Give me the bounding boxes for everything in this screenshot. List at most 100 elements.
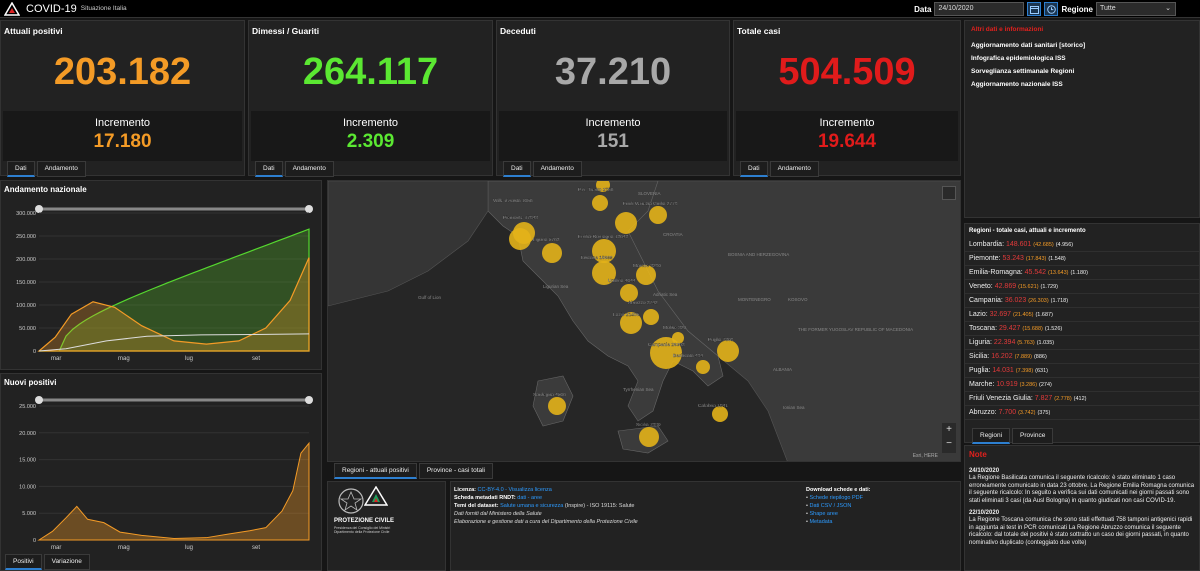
region-label: Liguria 5763 — [533, 237, 560, 243]
region-bubble — [509, 228, 531, 250]
tab-dati[interactable]: Dati — [503, 161, 531, 177]
link-aggiornamento-iss[interactable]: Aggiornamento nazionale ISS — [971, 81, 1063, 88]
calendar-icon[interactable] — [1027, 2, 1042, 16]
region-increment: (1.526) — [1044, 326, 1063, 332]
new-cases-chart[interactable]: 25.000 20.000 15.000 10.000 5.000 0 mar mag lug s… — [1, 390, 321, 558]
region-row[interactable]: Abruzzo: 7.700 (3.742) (375) — [965, 406, 1199, 420]
tab-regioni[interactable]: Regioni — [972, 428, 1011, 444]
link-infografica[interactable]: Infografica epidemiologica ISS — [971, 55, 1066, 62]
download-pdf-link[interactable]: Schede riepilogo PDF — [809, 495, 863, 501]
kpi-increment-value: 19.644 — [817, 131, 877, 152]
region-row[interactable]: Marche: 10.919 (3.286) (274) — [965, 378, 1199, 392]
region-row[interactable]: Toscana: 29.427 (15.688) (1.526) — [965, 322, 1199, 336]
region-total: 16.202 — [991, 353, 1013, 360]
kpi-increment-value: 151 — [597, 131, 629, 152]
link-dati-sanitari[interactable]: Aggiornamento dati sanitari [storico] — [971, 42, 1086, 49]
trend-title: Andamento nazionale — [4, 185, 87, 194]
region-total: 36.023 — [1004, 297, 1027, 304]
scheda-link[interactable]: dati - aree — [517, 495, 543, 501]
region-bubble — [596, 181, 610, 192]
date-input[interactable]: 24/10/2020 — [934, 2, 1025, 16]
region-label: Regione — [1061, 4, 1093, 14]
clock-icon[interactable] — [1044, 2, 1059, 16]
tab-province-totali[interactable]: Province - casi totali — [418, 463, 494, 479]
kpi-increment-label: Incremento — [342, 117, 399, 129]
region-current: (13.643) — [1048, 270, 1069, 276]
download-shape-link[interactable]: Shape aree — [809, 511, 838, 517]
licenza-link[interactable]: CC-BY-4.0 - Visualizza licenza — [477, 487, 552, 493]
date-label: Data — [914, 4, 932, 14]
tab-andamento[interactable]: Andamento — [769, 161, 819, 177]
tab-dati[interactable]: Dati — [7, 161, 35, 177]
protezione-civile-icon — [364, 486, 388, 506]
tab-variazione[interactable]: Variazione — [43, 554, 90, 570]
download-metadata-link[interactable]: Metadata — [809, 519, 833, 525]
y-tick-label: 50.000 — [19, 326, 36, 332]
region-select[interactable]: Tutte ⌄ — [1096, 2, 1176, 16]
region-name: Sicilia: — [969, 353, 990, 360]
note-text: La Regione Toscana comunica che sono sta… — [969, 517, 1193, 546]
download-csv-link[interactable]: Dati CSV / JSON — [809, 503, 852, 509]
tab-positivi[interactable]: Positivi — [5, 554, 42, 570]
y-tick-label: 100.000 — [16, 303, 36, 309]
italy-map[interactable]: P.A. Trento 2756 Friuli Venezia Giulia 27… — [328, 181, 961, 462]
links-heading: Altri dati e informazioni — [971, 26, 1044, 33]
new-cases-panel: Nuovi positivi 25.000 20.000 15.000 10.000 5… — [0, 373, 322, 571]
region-label: Puglia 7398 — [708, 337, 734, 343]
tab-andamento[interactable]: Andamento — [532, 161, 582, 177]
region-current: (7.398) — [1015, 368, 1034, 374]
y-tick-label: 0 — [33, 538, 36, 544]
tab-province[interactable]: Province — [1012, 428, 1054, 444]
kpi-increment-box: Incremento 17.180 — [3, 111, 242, 161]
tab-dati[interactable]: Dati — [255, 161, 283, 177]
geo-label: Gulf of Lion — [418, 295, 442, 300]
zoom-out-button[interactable]: − — [946, 438, 952, 449]
kpi-title: Attuali positivi — [4, 26, 63, 36]
region-name: Piemonte: — [969, 255, 1001, 262]
region-row[interactable]: Lombardia: 148.601 (42.685) (4.956) — [965, 238, 1199, 252]
tab-andamento[interactable]: Andamento — [36, 161, 86, 177]
info-panel: Licenza: CC-BY-4.0 - Visualizza licenza … — [450, 481, 961, 571]
region-label: Piemonte 17843 — [503, 215, 538, 221]
map-panel[interactable]: P.A. Trento 2756 Friuli Venezia Giulia 27… — [327, 180, 961, 462]
region-total: 29.427 — [998, 325, 1021, 332]
tab-andamento[interactable]: Andamento — [284, 161, 334, 177]
region-bubble — [649, 206, 667, 224]
region-bubble — [696, 360, 710, 374]
region-row[interactable]: Sicilia: 16.202 (7.889) (886) — [965, 350, 1199, 364]
region-select-value: Tutte — [1100, 5, 1116, 12]
tab-regioni-attuali[interactable]: Regioni - attuali positivi — [334, 463, 417, 479]
region-name: Veneto: — [969, 283, 993, 290]
y-tick-label: 10.000 — [19, 484, 36, 490]
temi-link[interactable]: Salute umana e sicurezza — [500, 503, 564, 509]
region-row[interactable]: Emilia-Romagna: 45.542 (13.643) (1.180) — [965, 266, 1199, 280]
logo-panel: PROTEZIONE CIVILE Presidenza del Consigl… — [327, 481, 446, 571]
region-row[interactable]: Veneto: 42.869 (15.621) (1.729) — [965, 280, 1199, 294]
series-attuali-positivi — [37, 257, 310, 352]
layers-icon[interactable] — [942, 186, 956, 200]
region-row[interactable]: Puglia: 14.031 (7.398) (631) — [965, 364, 1199, 378]
region-current: (7.889) — [1014, 354, 1032, 360]
link-sorveglianza[interactable]: Sorveglianza settimanale Regioni — [971, 68, 1075, 75]
region-row[interactable]: Lazio: 32.697 (21.405) (1.687) — [965, 308, 1199, 322]
region-row[interactable]: Campania: 36.023 (26.303) (1.718) — [965, 294, 1199, 308]
trend-chart[interactable]: 300.000 250.000 200.000 150.000 100.000 50.00… — [1, 199, 321, 369]
tab-dati[interactable]: Dati — [740, 161, 768, 177]
region-bubble — [615, 212, 637, 234]
region-total: 7.827 — [1034, 395, 1053, 402]
region-total: 42.869 — [994, 283, 1017, 290]
kpi-panel: Deceduti 37.210 Incremento 151 Dati Anda… — [496, 20, 730, 177]
region-increment: (412) — [1073, 396, 1087, 402]
y-tick-label: 250.000 — [16, 234, 36, 240]
emblem-icon — [338, 488, 364, 514]
region-row[interactable]: Friuli Venezia Giulia: 7.827 (2.778) (41… — [965, 392, 1199, 406]
region-row[interactable]: Liguria: 22.394 (5.763) (1.035) — [965, 336, 1199, 350]
region-total: 22.394 — [993, 339, 1016, 346]
slider-handle-left — [35, 396, 43, 404]
protezione-civile-logo-icon — [4, 1, 20, 16]
geo-label: Ionian Sea — [783, 405, 805, 410]
region-name: Puglia: — [969, 367, 991, 374]
zoom-in-button[interactable]: + — [946, 424, 952, 435]
region-row[interactable]: Piemonte: 53.243 (17.843) (1.548) — [965, 252, 1199, 266]
slider-handle-right — [305, 396, 313, 404]
